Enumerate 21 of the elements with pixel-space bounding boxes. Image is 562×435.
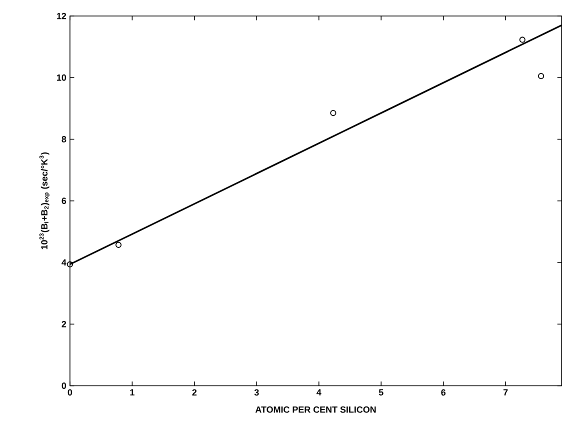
y-tick-label: 0 bbox=[62, 382, 66, 390]
point bbox=[538, 73, 544, 80]
x-tick-label: 4 bbox=[316, 389, 322, 396]
x-tick-label: 2 bbox=[192, 389, 197, 396]
point bbox=[115, 242, 122, 248]
text: 10$^{23}$(B$_{I}$+B$_{2}$)$_{exp}$ (sec/°K$^{3}$) bbox=[39, 152, 50, 250]
y-tick-label: 12 bbox=[57, 13, 66, 20]
y-tick-label: 8 bbox=[62, 136, 66, 143]
x-tick-label: 5 bbox=[378, 389, 384, 396]
y-tick-label: 4 bbox=[62, 260, 66, 266]
x-tick-label: 7 bbox=[503, 389, 508, 396]
x-axis-title: ATOMIC PER CENT SILICON bbox=[255, 406, 376, 413]
x-tick-label: 0 bbox=[68, 389, 72, 396]
point bbox=[330, 110, 336, 116]
y-tick-label: 6 bbox=[62, 198, 66, 204]
y-tick-label: 10 bbox=[57, 74, 66, 81]
x-tick-label: 6 bbox=[441, 389, 446, 396]
x-tick-label: 1 bbox=[130, 389, 134, 396]
y-tick-label: 2 bbox=[62, 321, 66, 328]
point bbox=[519, 36, 526, 43]
x-tick-label: 3 bbox=[254, 389, 259, 396]
